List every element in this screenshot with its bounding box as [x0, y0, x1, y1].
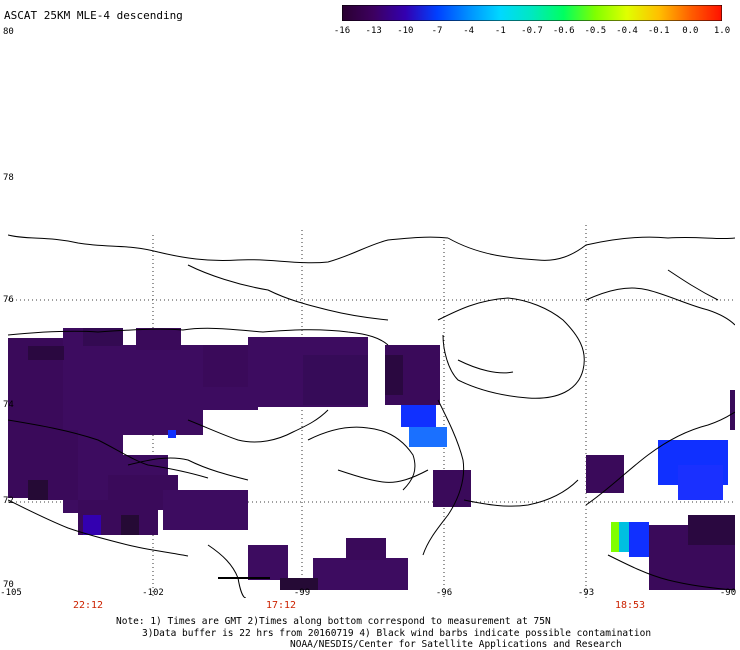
data-cell [433, 470, 471, 507]
graticule [8, 225, 735, 598]
data-cell [303, 355, 368, 405]
note-line-2: 3)Data buffer is 22 hrs from 20160719 4)… [142, 628, 652, 639]
lon-label-96: -96 [435, 588, 453, 598]
data-cell [163, 490, 248, 530]
time-label-3: 18:53 [614, 600, 646, 611]
data-cell [346, 538, 386, 560]
lat-label-78: 78 [3, 173, 14, 183]
lat-label-80: 80 [3, 27, 14, 37]
data-cell [83, 328, 123, 346]
data-cell [168, 430, 176, 438]
lon-label-105: -105 [0, 588, 22, 598]
lon-label-102: -102 [142, 588, 164, 598]
data-cell [280, 578, 318, 590]
colorbar-tick-label: 1.0 [713, 26, 731, 36]
note-line-1: Note: 1) Times are GMT 2)Times along bot… [116, 616, 551, 627]
colorbar-tick-label: -0.6 [552, 26, 575, 36]
data-cell [28, 346, 64, 360]
coastlines [8, 234, 735, 598]
colorbar-tick-label: -1 [494, 26, 506, 36]
lat-label-76: 76 [3, 295, 14, 305]
data-cell [678, 465, 723, 500]
data-cell [730, 390, 735, 430]
colorbar [342, 5, 722, 21]
time-label-1: 22:12 [72, 600, 104, 611]
lat-label-70: 70 [3, 580, 14, 590]
data-cell [385, 355, 403, 395]
colorbar-tick-label: 0.0 [682, 26, 699, 36]
colorbar-tick-label: -0.5 [584, 26, 607, 36]
colorbar-tick-label: -0.1 [647, 26, 670, 36]
lat-label-74: 74 [3, 400, 14, 410]
colorbar-tick-label: -4 [463, 26, 475, 36]
data-cell [619, 522, 629, 552]
colorbar-tick-label: -10 [397, 26, 414, 36]
data-cell [28, 480, 48, 500]
data-cell [586, 455, 624, 493]
data-cell [401, 405, 436, 427]
colorbar-tick-label: -0.4 [616, 26, 638, 36]
data-cell [121, 515, 139, 535]
data-cell [136, 328, 181, 350]
data-cell [313, 558, 408, 590]
colorbar-tick-label: -16 [333, 26, 351, 36]
data-cell [248, 545, 288, 580]
map-canvas [8, 225, 735, 598]
time-label-2: 17:12 [265, 600, 297, 611]
colorbar-tick-label: -13 [365, 26, 382, 36]
data-cell [688, 515, 735, 545]
data-cell [83, 515, 101, 535]
data-cell [409, 427, 447, 447]
colorbar-gradient [342, 5, 722, 21]
colorbar-tick-label: -7 [431, 26, 443, 36]
lon-label-93: -93 [577, 588, 595, 598]
lon-label-90: -90 [719, 588, 737, 598]
data-cell [629, 522, 649, 557]
data-cell [611, 522, 619, 552]
wind-data-cells [8, 328, 735, 590]
colorbar-tick-label: -0.7 [521, 26, 543, 36]
lat-label-72: 72 [3, 496, 14, 506]
map-title: ASCAT 25KM MLE-4 descending [4, 9, 183, 22]
note-line-3: NOAA/NESDIS/Center for Satellite Applica… [290, 639, 622, 650]
lon-label-99: -99 [293, 588, 311, 598]
